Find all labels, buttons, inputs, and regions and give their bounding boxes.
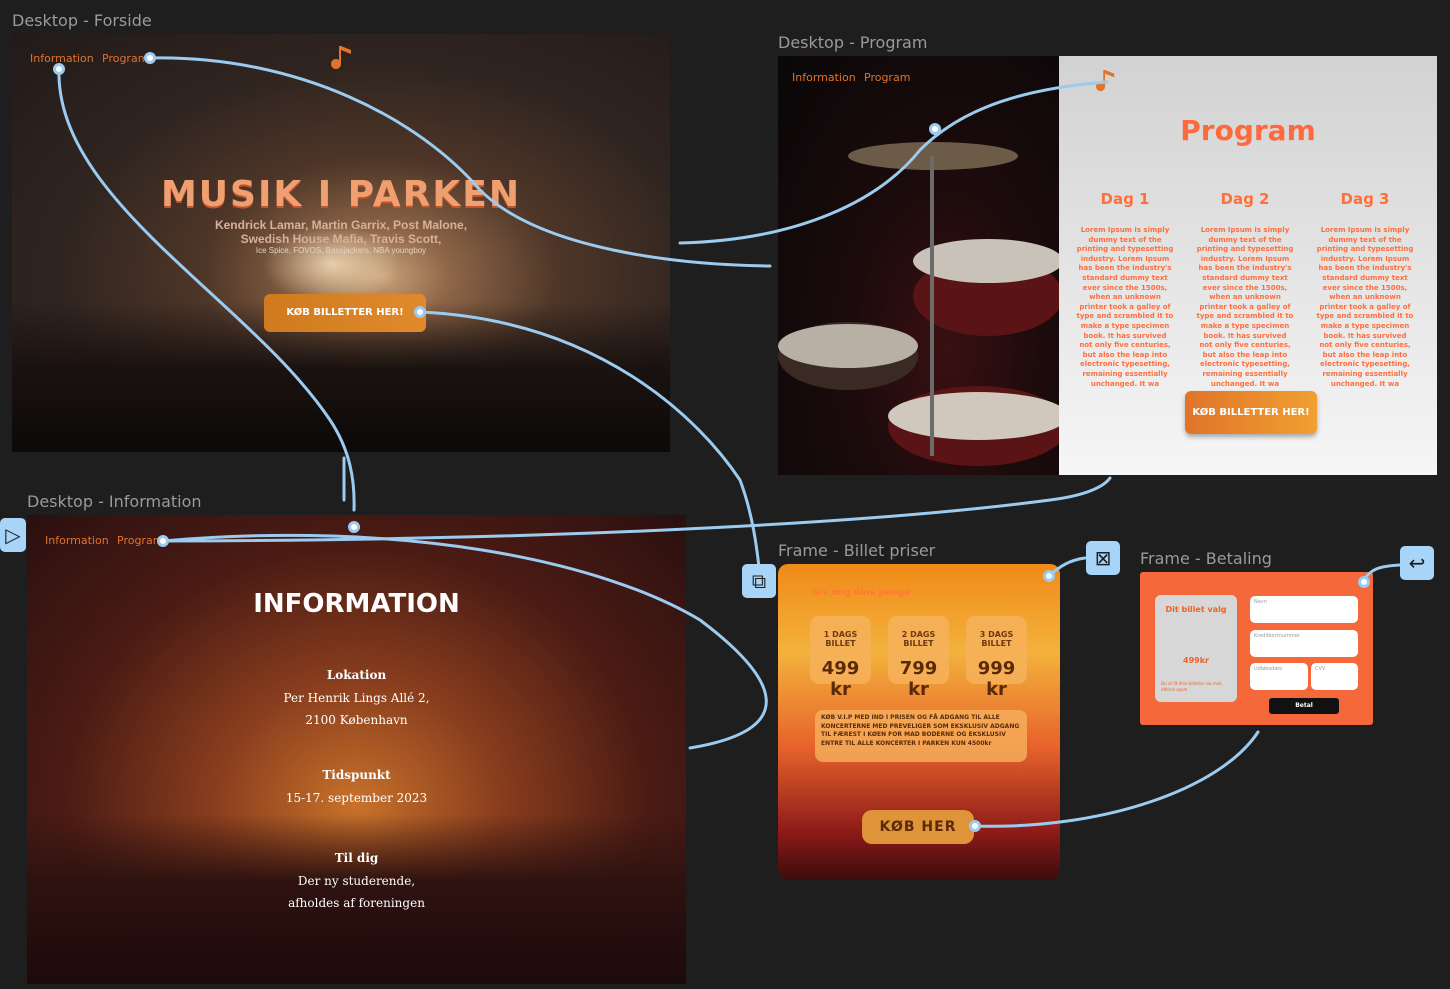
frame-label-billet[interactable]: Frame - Billet priser (778, 541, 936, 560)
tidspunkt-heading: Tidspunkt (322, 768, 391, 782)
drums-photo (778, 56, 1068, 475)
day3-text: Lorem Ipsum is simply dummy text of the … (1316, 226, 1414, 388)
link-node-betaling-back[interactable] (1358, 576, 1370, 588)
name-field-label: Navn (1254, 599, 1267, 605)
artists-line-1: Kendrick Lamar, Martin Garrix, Post Malo… (214, 218, 468, 232)
link-node-forside-program[interactable] (144, 52, 156, 64)
concert-crowd (27, 814, 686, 984)
buy-tickets-button[interactable]: KØB BILLETTER HER! (264, 294, 426, 332)
program-buy-tickets-button[interactable]: KØB BILLETTER HER! (1185, 391, 1317, 434)
ticket-2-title: 2 DAGS BILLET (901, 630, 936, 648)
link-node-billet-close[interactable] (1043, 570, 1055, 582)
vip-offer-text: KØB V.I.P MED IND I PRISEN OG FÅ ADGANG … (821, 714, 1020, 747)
day1-text: Lorem Ipsum is simply dummy text of the … (1076, 226, 1174, 388)
tidspunkt-line-1: 15-17. september 2023 (285, 791, 428, 805)
frame-label-information[interactable]: Desktop - Information (27, 492, 202, 511)
present-icon[interactable]: ▷ (0, 518, 26, 552)
choice-note: Du vil få dine billetter via mail, efter… (1161, 681, 1223, 692)
choice-title: Dit billet valg (1165, 605, 1227, 614)
til-dig-heading: Til dig (334, 851, 379, 865)
link-node-information-program[interactable] (157, 535, 169, 547)
link-node-forside-information[interactable] (53, 63, 65, 75)
vip-offer: KØB V.I.P MED IND I PRISEN OG FÅ ADGANG … (815, 710, 1027, 762)
til-dig-line-1: Der ny studerende, (297, 874, 416, 888)
link-node-information-logo[interactable] (348, 521, 360, 533)
program-music-note-icon (1095, 68, 1117, 99)
buy-tickets-label: KØB BILLETTER HER! (286, 307, 404, 318)
billet-header: Giv mig dine penge (812, 588, 911, 598)
ticket-3-price: 999 kr (977, 658, 1016, 700)
lokation-heading: Lokation (326, 668, 387, 682)
program-title: Program (1180, 114, 1316, 147)
nav-program[interactable]: Program (102, 52, 149, 65)
cvv-label: CVV (1315, 666, 1326, 672)
frame-information: Information Program INFORMATION Lokation… (27, 515, 686, 984)
hero-title: MUSIK I PARKEN (160, 174, 521, 215)
day2-title: Dag 2 (1220, 190, 1270, 208)
expiry-label: Udløbsdato (1254, 666, 1283, 672)
program-nav-program[interactable]: Program (864, 71, 911, 84)
frame-program: Information Program Program Dag 1 Dag 2 … (778, 56, 1437, 475)
buy-here-button[interactable]: KØB HER (862, 810, 974, 844)
information-nav-information[interactable]: Information (45, 534, 109, 547)
information-nav-program[interactable]: Program (117, 534, 164, 547)
program-nav-information[interactable]: Information (792, 71, 856, 84)
back-arrow-icon[interactable]: ↩ (1400, 546, 1434, 580)
artists-line-3: Ice Spice, FOVOS, Bassjackers, NBA young… (255, 246, 427, 255)
frame-forside: Information Program MUSIK I PARKEN Kendr… (12, 34, 670, 452)
device-frame-icon[interactable]: ⧉ (742, 564, 776, 598)
buy-here-label: KØB HER (879, 819, 957, 835)
ticket-3-title: 3 DAGS BILLET (979, 630, 1014, 648)
pay-button-label: Betal (1295, 702, 1313, 709)
ticket-2-price: 799 kr (899, 658, 938, 700)
link-node-program-cymbal[interactable] (929, 123, 941, 135)
information-title: INFORMATION (253, 589, 460, 619)
lokation-line-2: 2100 København (305, 713, 408, 727)
link-node-forside-cta[interactable] (414, 306, 426, 318)
frame-label-program[interactable]: Desktop - Program (778, 33, 928, 52)
close-overlay-icon[interactable]: ⊠ (1086, 541, 1120, 575)
nav-information[interactable]: Information (30, 52, 94, 65)
day2-text: Lorem Ipsum is simply dummy text of the … (1196, 226, 1294, 388)
cvv-field[interactable]: CVV (1311, 663, 1358, 690)
frame-label-betaling[interactable]: Frame - Betaling (1140, 549, 1272, 568)
program-buy-tickets-label: KØB BILLETTER HER! (1192, 407, 1310, 418)
artists-line-2: Swedish House Mafia, Travis Scott, (240, 232, 442, 246)
choice-price: 499kr (1183, 656, 1209, 665)
ticket-card-2[interactable]: 2 DAGS BILLET 799 kr (888, 616, 949, 700)
lokation-line-1: Per Henrik Lings Allé 2, (283, 691, 430, 705)
pay-button[interactable]: Betal (1269, 698, 1339, 714)
card-number-field[interactable]: Kreditkortnummer (1250, 630, 1358, 657)
ticket-choice-panel (1155, 595, 1237, 702)
frame-label-forside[interactable]: Desktop - Forside (12, 11, 152, 30)
ticket-card-3[interactable]: 3 DAGS BILLET 999 kr (966, 616, 1027, 700)
ticket-card-1[interactable]: 1 DAGS BILLET 499 kr (810, 616, 871, 700)
til-dig-line-2: afholdes af foreningen (288, 896, 425, 910)
drum-kit-illustration (778, 142, 1068, 466)
expiry-field[interactable]: Udløbsdato (1250, 663, 1308, 690)
music-note-icon (330, 44, 354, 77)
day1-title: Dag 1 (1100, 190, 1150, 208)
day3-title: Dag 3 (1340, 190, 1390, 208)
name-field[interactable]: Navn (1250, 596, 1358, 623)
card-number-label: Kreditkortnummer (1254, 633, 1300, 639)
ticket-1-title: 1 DAGS BILLET (823, 630, 858, 648)
ticket-1-price: 499 kr (821, 658, 860, 700)
link-node-buy-here[interactable] (969, 820, 981, 832)
stage-light (262, 224, 402, 304)
